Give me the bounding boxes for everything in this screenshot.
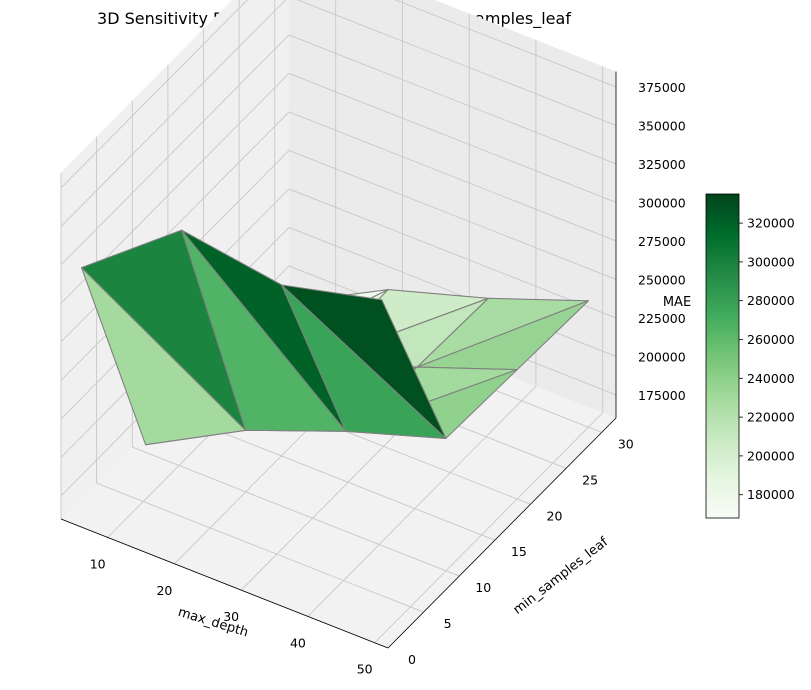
z-tick-label: 300000 [638,195,686,210]
z-back-gridline [288,34,617,165]
z-tick-label: 375000 [638,80,686,95]
z-back-gridline [288,72,617,203]
x-axis-line [60,518,389,649]
z-back-gridline [296,0,617,126]
z-left-gridline [60,0,287,227]
colorbar-tick-label: 300000 [747,254,795,269]
y-tick-label: 10 [475,580,491,595]
z-left-gridline [60,34,290,266]
z-tick-label: 250000 [638,272,686,287]
x-floor-gridline [307,386,537,617]
y-tick-label: 25 [582,472,598,487]
colorbar-tick-label: 280000 [747,293,795,308]
surface [80,229,589,446]
y-tick-label: 30 [618,436,634,451]
colorbar-tick-label: 320000 [747,216,795,231]
x-tick-label: 20 [156,583,172,598]
y-axis-line [387,417,617,649]
z-back-gridline [394,0,617,88]
tick-labels: 10 20 30 40 50 0 5 10 15 20 25 30 175000 200000 225000… [90,80,686,677]
y-floor-gridline [132,446,460,577]
z-left-gridline [60,0,248,189]
z-axis-label: MAE [663,295,691,310]
x-tick-label: 10 [90,556,106,571]
y-tick-label: 20 [547,508,563,523]
surface-facet [281,284,447,439]
x-tick-label: 40 [290,635,306,650]
y-tick-label: 5 [444,616,452,631]
z-tick-label: 325000 [638,157,686,172]
y-tick-label: 15 [511,544,527,559]
z-back-gridline [288,188,617,319]
z-tick-label: 200000 [638,349,686,364]
colorbar-gradient [705,193,740,519]
z-tick-label: 225000 [638,311,686,326]
colorbar-tick-label: 240000 [747,371,795,386]
colorbar-tick-label: 260000 [747,332,795,347]
z-tick-label: 175000 [638,388,686,403]
z-back-gridline [288,149,617,280]
colorbar-tick-label: 180000 [747,487,795,502]
x-floor-gridline [374,412,604,644]
colorbar: 180000 200000 220000 240000 260000 280000 3000… [705,193,795,519]
colorbar-tick-label: 200000 [747,448,795,463]
z-back-gridline [288,226,617,357]
z-tick-label: 275000 [638,234,686,249]
y-tick-label: 0 [408,652,416,667]
axis-lines [60,71,617,649]
z-back-gridline [288,111,617,242]
colorbar-tick-label: 220000 [747,410,795,425]
x-tick-label: 30 [223,609,239,624]
x-tick-label: 50 [357,662,373,677]
y-floor-gridline [96,482,424,613]
z-tick-label: 350000 [638,118,686,133]
